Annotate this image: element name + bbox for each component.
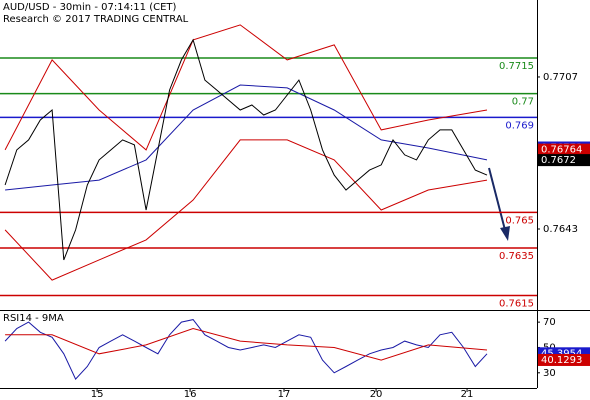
x-tick-label: 15 — [91, 389, 104, 400]
price-marker — [538, 143, 590, 156]
series-line — [5, 327, 488, 361]
series-line — [4, 319, 488, 380]
price-marker-label: 45.3954 — [541, 348, 582, 359]
y-tick-label: 0.7643 — [543, 224, 578, 235]
price-marker-label: 40.1293 — [541, 355, 582, 366]
level-label: 0.769 — [505, 120, 534, 131]
price-marker-label: 0.76764 — [541, 145, 582, 156]
y-tick-label: 70 — [543, 317, 556, 328]
series-line — [4, 139, 488, 281]
rsi-title: RSI14 - 9MA — [3, 313, 64, 324]
chart-subtitle: Research © 2017 TRADING CENTRAL — [3, 14, 189, 25]
price-marker — [538, 353, 590, 366]
y-tick-label: 0.7707 — [543, 72, 578, 83]
series-line — [5, 84, 488, 191]
level-label: 0.7635 — [499, 251, 534, 262]
x-tick-label: 21 — [461, 389, 474, 400]
x-tick-label: 20 — [370, 389, 383, 400]
series-line — [4, 24, 488, 151]
price-marker-label: 0.7672 — [541, 155, 576, 166]
level-label: 0.765 — [505, 215, 534, 226]
level-label: 0.77 — [512, 97, 534, 108]
y-tick-label: 30 — [543, 368, 556, 379]
level-label: 0.7715 — [499, 61, 534, 72]
price-marker — [538, 154, 590, 167]
x-tick-label: 16 — [184, 389, 197, 400]
series-line — [4, 38, 488, 261]
forecast-arrow — [488, 167, 510, 241]
chart-title: AUD/USD - 30min - 07:14:11 (CET) — [3, 2, 177, 13]
level-label: 0.7615 — [499, 299, 534, 310]
x-tick-label: 17 — [278, 389, 291, 400]
